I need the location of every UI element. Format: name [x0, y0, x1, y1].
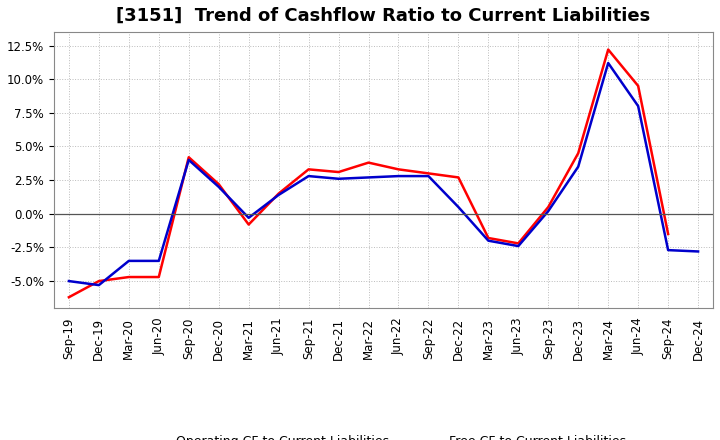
Free CF to Current Liabilities — [574, 164, 582, 169]
Operating CF to Current Liabilities — [244, 222, 253, 227]
Legend: Operating CF to Current Liabilities, Free CF to Current Liabilities: Operating CF to Current Liabilities, Fre… — [136, 430, 631, 440]
Free CF to Current Liabilities — [334, 176, 343, 181]
Operating CF to Current Liabilities — [364, 160, 373, 165]
Operating CF to Current Liabilities — [514, 241, 523, 246]
Free CF to Current Liabilities — [125, 258, 133, 264]
Operating CF to Current Liabilities — [184, 154, 193, 160]
Free CF to Current Liabilities — [604, 60, 613, 66]
Free CF to Current Liabilities — [394, 173, 402, 179]
Free CF to Current Liabilities — [94, 282, 103, 288]
Free CF to Current Liabilities — [305, 173, 313, 179]
Free CF to Current Liabilities — [484, 238, 492, 243]
Operating CF to Current Liabilities — [634, 83, 642, 88]
Free CF to Current Liabilities — [244, 215, 253, 220]
Operating CF to Current Liabilities — [454, 175, 463, 180]
Free CF to Current Liabilities — [274, 192, 283, 198]
Free CF to Current Liabilities — [424, 173, 433, 179]
Free CF to Current Liabilities — [65, 279, 73, 284]
Operating CF to Current Liabilities — [424, 171, 433, 176]
Operating CF to Current Liabilities — [664, 231, 672, 237]
Operating CF to Current Liabilities — [155, 275, 163, 280]
Operating CF to Current Liabilities — [484, 235, 492, 241]
Free CF to Current Liabilities — [664, 247, 672, 253]
Line: Operating CF to Current Liabilities: Operating CF to Current Liabilities — [69, 50, 668, 297]
Operating CF to Current Liabilities — [65, 295, 73, 300]
Free CF to Current Liabilities — [184, 157, 193, 162]
Free CF to Current Liabilities — [454, 205, 463, 210]
Title: [3151]  Trend of Cashflow Ratio to Current Liabilities: [3151] Trend of Cashflow Ratio to Curren… — [117, 7, 651, 25]
Operating CF to Current Liabilities — [305, 167, 313, 172]
Free CF to Current Liabilities — [155, 258, 163, 264]
Line: Free CF to Current Liabilities: Free CF to Current Liabilities — [69, 63, 698, 285]
Operating CF to Current Liabilities — [274, 191, 283, 196]
Operating CF to Current Liabilities — [125, 275, 133, 280]
Free CF to Current Liabilities — [544, 209, 552, 214]
Free CF to Current Liabilities — [634, 103, 642, 109]
Free CF to Current Liabilities — [215, 184, 223, 190]
Operating CF to Current Liabilities — [334, 169, 343, 175]
Operating CF to Current Liabilities — [544, 205, 552, 210]
Operating CF to Current Liabilities — [215, 182, 223, 187]
Operating CF to Current Liabilities — [604, 47, 613, 52]
Operating CF to Current Liabilities — [394, 167, 402, 172]
Operating CF to Current Liabilities — [94, 279, 103, 284]
Free CF to Current Liabilities — [694, 249, 703, 254]
Operating CF to Current Liabilities — [574, 150, 582, 156]
Free CF to Current Liabilities — [364, 175, 373, 180]
Free CF to Current Liabilities — [514, 243, 523, 249]
